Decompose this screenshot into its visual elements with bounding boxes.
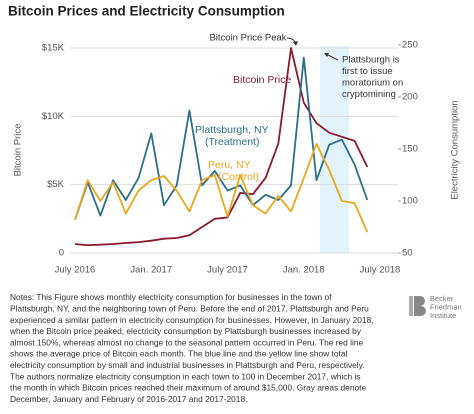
- series-sublabel: (Treatment): [205, 136, 259, 148]
- notes-line: almost 150%, whereas almost no change to…: [10, 337, 364, 347]
- y-tick-label: $10K: [42, 111, 65, 122]
- notes-line: Notes: This Figure shows monthly electri…: [10, 292, 332, 302]
- chart-title: Bitcoin Prices and Electricity Consumpti…: [8, 4, 285, 19]
- y2-tick-label: 200: [402, 92, 418, 103]
- notes-line: the month in which Bitcoin prices reache…: [10, 383, 366, 393]
- logo-text: Becker: [430, 294, 454, 303]
- notes-line: December, January and February of 2016-2…: [10, 394, 247, 404]
- y2-tick-label: 50: [402, 248, 413, 259]
- y-tick-label: $15K: [42, 43, 65, 54]
- notes-line: when the Bitcoin price peaked, electrici…: [9, 326, 362, 336]
- notes: Notes: This Figure shows monthly electri…: [9, 292, 374, 404]
- x-tick-label: Jan. 2017: [130, 265, 172, 276]
- series-line: [74, 47, 369, 246]
- series-line: [74, 56, 369, 220]
- notes-line: electricity consumption by small and ind…: [10, 360, 365, 370]
- annotation-line: first to issue: [342, 66, 393, 77]
- notes-line: shows the average price of Bitcoin each …: [10, 349, 348, 359]
- x-tick-label: July 2018: [360, 265, 401, 276]
- series-sublabel: (Control): [218, 171, 259, 183]
- series-label: Plattsburgh, NY: [195, 124, 269, 136]
- x-tick-label: July 2017: [207, 265, 248, 276]
- series-label: Bitcoin Price: [233, 74, 292, 86]
- annotation-line: cryptomining: [342, 89, 396, 100]
- y2-axis-label: Electricity Consumption: [450, 100, 461, 199]
- x-tick-label: July 2016: [55, 265, 96, 276]
- moratorium-arrowhead: [324, 53, 329, 57]
- logo-mark: [414, 296, 426, 316]
- annotation-line: moratorium on: [342, 78, 403, 89]
- y2-tick-label: 100: [402, 196, 418, 207]
- logo-text: Friedman: [430, 302, 462, 311]
- peak-arrowhead: [293, 41, 298, 46]
- y-tick-label: $5K: [47, 179, 65, 190]
- highlight-region: [320, 46, 349, 253]
- y-axis-label: Bitcoin Price: [13, 124, 24, 177]
- logo-mark: [409, 296, 413, 316]
- y-tick-label: 0: [59, 248, 64, 259]
- notes-line: experienced a similar pattern in electri…: [10, 315, 374, 325]
- annotation-line: Plattsburgh is: [342, 55, 400, 66]
- notes-line: The authors normalize electricity consum…: [10, 371, 361, 381]
- logo-text: Institute: [430, 311, 456, 320]
- series-line: [74, 142, 369, 233]
- y2-tick-label: 250: [402, 40, 418, 51]
- series-label: Peru, NY: [208, 159, 251, 171]
- notes-line: Plattsburgh, NY, and the neighboring tow…: [10, 304, 369, 314]
- y2-tick-label: 150: [402, 144, 418, 155]
- x-tick-label: Jan. 2018: [283, 265, 325, 276]
- peak-annotation: Bitcoin Price Peak: [209, 33, 286, 44]
